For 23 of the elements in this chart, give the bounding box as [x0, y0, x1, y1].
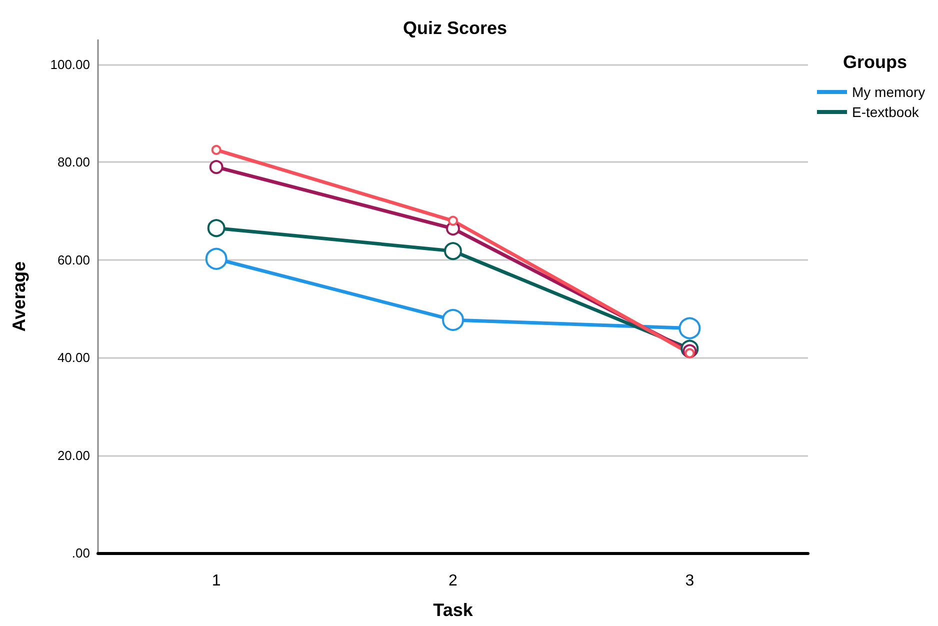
point: [444, 242, 462, 260]
y-tick-label: 20.00: [57, 448, 90, 463]
y-tick-label: 40.00: [57, 350, 90, 366]
y-tick-label: .00: [72, 546, 90, 560]
point: [207, 219, 226, 238]
point: [205, 248, 228, 270]
x-tick-label: 3: [685, 572, 694, 590]
legend-title: Groups: [843, 52, 908, 72]
point: [209, 160, 224, 174]
legend-label: My memory: [852, 84, 926, 100]
y-tick-label: 60.00: [57, 252, 90, 268]
point: [678, 317, 701, 340]
y-tick-label: 100.00: [50, 56, 90, 72]
legend-label: E-textbook: [852, 104, 920, 120]
x-tick-label: 2: [448, 572, 458, 590]
point: [211, 144, 222, 155]
x-tick-label: 1: [212, 572, 221, 590]
x-axis-title: Task: [433, 600, 474, 620]
y-axis-title: Average: [9, 261, 29, 332]
point: [442, 308, 464, 331]
chart-title: Quiz Scores: [402, 18, 508, 38]
y-tick-label: 80.00: [57, 154, 90, 170]
point: [448, 216, 458, 226]
